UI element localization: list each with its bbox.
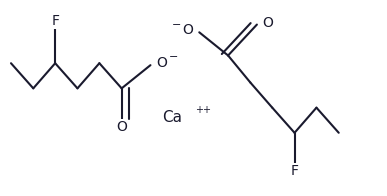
Text: −: − <box>171 20 181 30</box>
Text: O: O <box>263 16 274 30</box>
Text: ++: ++ <box>195 105 211 115</box>
Text: O: O <box>116 120 127 134</box>
Text: F: F <box>51 14 59 28</box>
Text: O: O <box>156 56 167 70</box>
Text: −: − <box>169 52 178 62</box>
Text: F: F <box>291 164 298 178</box>
Text: O: O <box>183 23 194 37</box>
Text: Ca: Ca <box>163 110 182 125</box>
